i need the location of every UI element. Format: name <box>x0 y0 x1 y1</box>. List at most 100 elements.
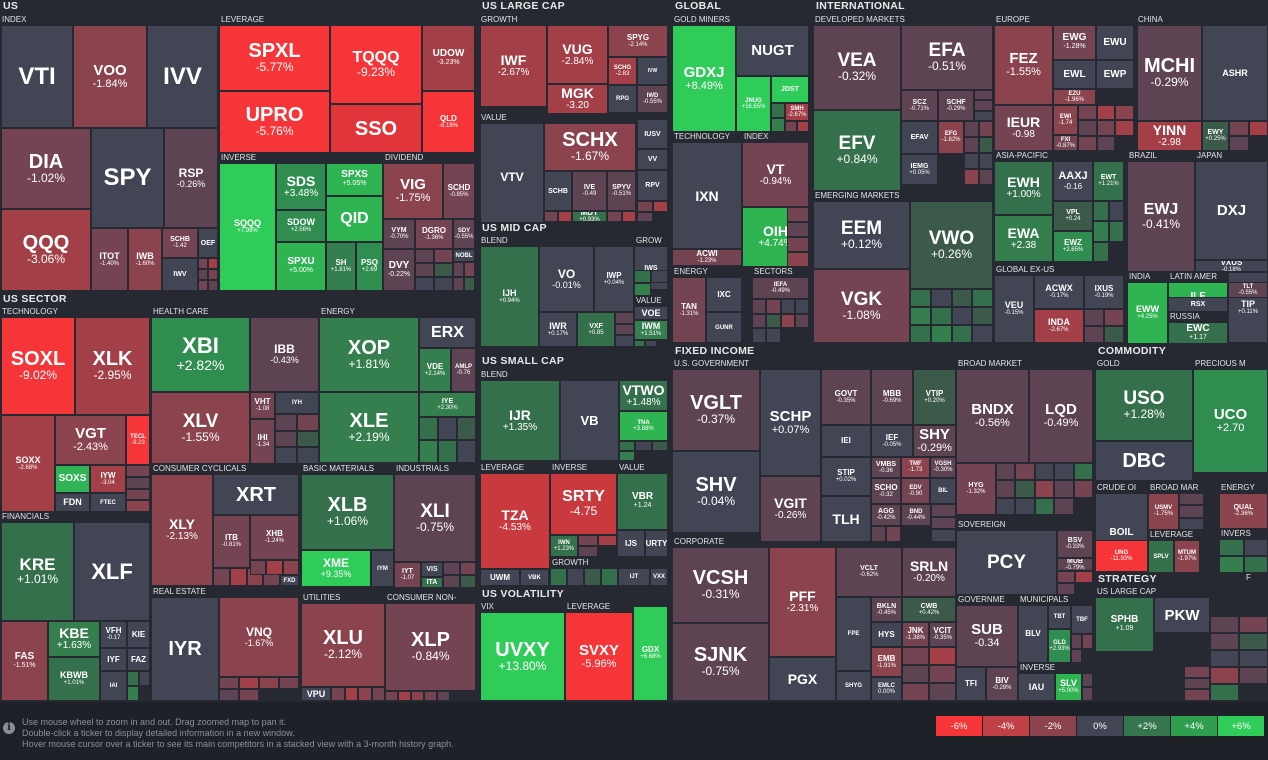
ticker-tile-erx[interactable]: ERX <box>419 317 476 348</box>
ticker-tile-itb[interactable]: ITB -0.81% <box>213 515 250 568</box>
minor-ticker-tile[interactable] <box>279 677 299 689</box>
ticker-tile-rpv[interactable]: RPV <box>637 170 668 201</box>
minor-ticker-tile[interactable] <box>929 647 956 665</box>
minor-ticker-tile[interactable] <box>415 277 434 291</box>
ticker-tile-gdx[interactable]: GDX +6.68% <box>633 606 668 701</box>
minor-ticker-tile[interactable] <box>567 568 584 586</box>
ticker-tile-xlv[interactable]: XLV -1.55% <box>151 392 250 464</box>
ticker-tile-govt[interactable]: GOVT -0.35% <box>821 369 871 425</box>
minor-ticker-tile[interactable] <box>1210 684 1239 701</box>
ticker-tile-bkln[interactable]: BKLN -0.45% <box>871 597 902 622</box>
minor-ticker-tile[interactable] <box>198 258 208 269</box>
minor-ticker-tile[interactable] <box>1096 135 1116 151</box>
ticker-tile-cwb[interactable]: CWB +0.42% <box>902 597 956 622</box>
minor-ticker-tile[interactable] <box>1210 650 1239 667</box>
ticker-tile-aaxj[interactable]: AAXJ -0.16 <box>1053 161 1093 201</box>
minor-ticker-tile[interactable] <box>1073 480 1093 498</box>
ticker-tile-tfi[interactable]: TFI <box>956 667 986 701</box>
minor-ticker-tile[interactable] <box>1096 120 1116 136</box>
ticker-tile-hys[interactable]: HYS <box>871 622 902 647</box>
ticker-tile-schg[interactable]: SCHG -2.83 <box>608 57 637 85</box>
ticker-tile-ewh[interactable]: EWH +1.00% <box>994 161 1053 215</box>
ticker-tile-ieur[interactable]: IEUR -0.98 <box>994 105 1053 151</box>
minor-ticker-tile[interactable] <box>1184 677 1210 690</box>
ticker-tile-sub[interactable]: SUB -0.34 <box>956 605 1018 667</box>
ticker-tile-dxj[interactable]: DXJ <box>1195 161 1268 260</box>
minor-ticker-tile[interactable] <box>964 169 979 185</box>
ticker-tile-mchi[interactable]: MCHI -0.29% <box>1137 25 1202 121</box>
ticker-tile-sdy[interactable]: SDY -0.55% <box>453 219 475 249</box>
minor-ticker-tile[interactable] <box>1219 556 1244 573</box>
ticker-tile-qid[interactable]: QID <box>326 196 383 242</box>
ticker-tile-lqd[interactable]: LQD -0.49% <box>1029 369 1093 463</box>
minor-ticker-tile[interactable] <box>1054 463 1074 481</box>
ticker-tile-ftec[interactable]: FTEC <box>90 493 126 512</box>
ticker-tile-vtip[interactable]: VTIP +0.20% <box>913 369 956 425</box>
ticker-tile-schd[interactable]: SCHD -0.85% <box>443 163 475 219</box>
ticker-tile-soxs[interactable]: SOXS <box>55 465 90 493</box>
ticker-tile-ivw[interactable]: IVW <box>637 57 668 85</box>
minor-ticker-tile[interactable] <box>1243 539 1268 556</box>
minor-ticker-tile[interactable] <box>794 299 809 314</box>
minor-ticker-tile[interactable] <box>974 110 993 121</box>
ticker-tile-vpl[interactable]: VPL +0.24 <box>1053 201 1093 231</box>
legend-minus-2[interactable]: -2% <box>1030 716 1077 736</box>
ticker-tile-iwb[interactable]: IWB -1.60% <box>128 228 162 291</box>
minor-ticker-tile[interactable] <box>297 414 319 431</box>
ticker-tile-fez[interactable]: FEZ -1.55% <box>994 25 1053 105</box>
minor-ticker-tile[interactable] <box>1104 309 1124 326</box>
ticker-tile-iyr[interactable]: IYR <box>151 597 219 701</box>
minor-ticker-tile[interactable] <box>229 568 247 586</box>
minor-ticker-tile[interactable] <box>126 500 150 512</box>
minor-ticker-tile[interactable] <box>645 340 657 347</box>
legend-plus-6[interactable]: +6% <box>1218 716 1265 736</box>
ticker-tile-emlc[interactable]: EMLC 0.00% <box>871 677 902 701</box>
minor-ticker-tile[interactable] <box>752 328 767 343</box>
minor-ticker-tile[interactable] <box>275 414 297 431</box>
minor-ticker-tile[interactable] <box>637 201 653 212</box>
ticker-tile-voe[interactable]: VOE <box>634 306 668 320</box>
legend-zero[interactable]: 0% <box>1077 716 1124 736</box>
ticker-tile-vv[interactable]: VV <box>637 149 668 170</box>
ticker-tile-oef[interactable]: OEF <box>198 228 218 258</box>
ticker-tile-ixus[interactable]: IXUS -0.19% <box>1084 275 1124 309</box>
ticker-tile-jnk[interactable]: JNK -1.38% <box>902 622 929 647</box>
minor-ticker-tile[interactable] <box>297 430 319 448</box>
minor-ticker-tile[interactable] <box>1054 480 1074 498</box>
minor-ticker-tile[interactable] <box>902 665 929 683</box>
ticker-tile-iwm[interactable]: IWM +1.51% <box>634 320 668 340</box>
ticker-tile-ewa[interactable]: EWA +2.38 <box>994 215 1053 262</box>
minor-ticker-tile[interactable] <box>996 497 1016 515</box>
ticker-tile-ewi[interactable]: EWI -1.74 <box>1053 105 1078 135</box>
minor-ticker-tile[interactable] <box>1243 556 1268 573</box>
minor-ticker-tile[interactable] <box>930 325 952 343</box>
ticker-tile-vym[interactable]: VYM -0.70% <box>383 219 415 249</box>
ticker-tile-shyg[interactable]: SHYG <box>836 671 871 701</box>
ticker-tile-schx[interactable]: SCHX -1.67% <box>544 123 636 171</box>
ticker-tile-rsp[interactable]: RSP -0.26% <box>164 128 218 228</box>
ticker-tile-ijr[interactable]: IJR +1.35% <box>480 380 560 461</box>
minor-ticker-tile[interactable] <box>929 665 956 683</box>
ticker-tile-vmbs[interactable]: VMBS -0.36 <box>871 457 901 478</box>
minor-ticker-tile[interactable] <box>1248 121 1268 136</box>
minor-ticker-tile[interactable] <box>996 480 1016 498</box>
ticker-tile-xop[interactable]: XOP +1.81% <box>319 317 419 392</box>
ticker-tile-iwd[interactable]: IWD -0.55% <box>637 85 668 113</box>
ticker-tile-qual[interactable]: QUAL -2.36% <box>1219 493 1268 529</box>
minor-ticker-tile[interactable] <box>978 137 993 153</box>
ticker-tile-tan[interactable]: TAN -1.31% <box>672 277 706 343</box>
minor-ticker-tile[interactable] <box>443 562 460 575</box>
minor-ticker-tile[interactable] <box>457 417 476 440</box>
minor-ticker-tile[interactable] <box>459 575 476 588</box>
minor-ticker-tile[interactable] <box>550 568 567 586</box>
minor-ticker-tile[interactable] <box>1054 497 1074 515</box>
minor-ticker-tile[interactable] <box>1093 241 1109 262</box>
ticker-tile-vht[interactable]: VHT -1.08 <box>250 392 275 419</box>
ticker-tile-kbe[interactable]: KBE +1.63% <box>48 621 100 657</box>
ticker-tile-vtwo[interactable]: VTWO +1.48% <box>619 380 668 411</box>
minor-ticker-tile[interactable] <box>634 283 651 296</box>
ticker-tile-pgx[interactable]: PGX <box>769 657 836 701</box>
minor-ticker-tile[interactable] <box>275 447 297 464</box>
ticker-tile-ixn[interactable]: IXN <box>672 142 742 249</box>
minor-ticker-tile[interactable] <box>1034 480 1055 498</box>
